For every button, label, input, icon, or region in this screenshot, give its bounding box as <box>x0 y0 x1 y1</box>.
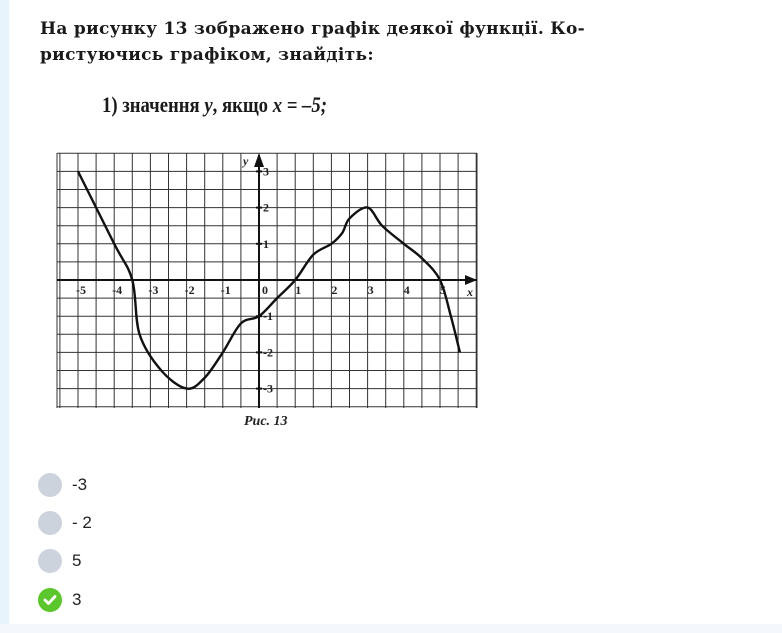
x-tick-label: 0 <box>262 283 268 297</box>
check-icon[interactable] <box>38 588 62 612</box>
x-axis-label: x <box>466 285 473 299</box>
sub-prefix: 1) значення <box>102 92 205 117</box>
option-label: - 2 <box>72 513 92 532</box>
y-axis-label: y <box>241 154 249 168</box>
x-tick-label: 1 <box>295 283 301 297</box>
left-border <box>0 0 9 633</box>
y-axis-arrow <box>254 153 264 167</box>
x-tick-label: -4 <box>112 283 122 297</box>
option-label: 3 <box>72 590 82 609</box>
sub-question: 1) значення y, якщо x = –5; <box>102 92 327 118</box>
option-2[interactable]: - 2 <box>38 510 92 536</box>
x-tick-label: 2 <box>331 283 337 297</box>
bottom-border <box>0 624 782 633</box>
y-tick-label: 3 <box>263 164 269 178</box>
sub-var: y <box>204 92 213 117</box>
question-line-2: ристуючись графіком, знайдіть: <box>40 45 374 65</box>
radio-icon[interactable] <box>38 473 62 497</box>
y-tick-label: 2 <box>263 201 269 215</box>
sub-middle: , якщо <box>212 92 273 117</box>
option-label: 5 <box>72 551 82 570</box>
x-tick-label: 3 <box>368 283 374 297</box>
sub-expr: x = –5; <box>272 92 327 117</box>
x-tick-label: -1 <box>221 283 231 297</box>
option-1[interactable]: -3 <box>38 472 87 498</box>
y-tick-label: -3 <box>263 382 273 396</box>
x-tick-label: -3 <box>148 283 158 297</box>
option-label: -3 <box>72 475 88 494</box>
x-tick-label: -5 <box>76 283 86 297</box>
x-tick-label: 4 <box>404 283 410 297</box>
question-text: На рисунку 13 зображено графік деякої фу… <box>40 16 585 68</box>
option-4[interactable]: 3 <box>38 587 81 613</box>
option-3[interactable]: 5 <box>38 548 81 574</box>
figure-caption: Рис. 13 <box>244 414 288 429</box>
radio-icon[interactable] <box>38 549 62 573</box>
x-tick-label: -2 <box>185 283 195 297</box>
x-axis-arrow <box>465 275 477 285</box>
y-tick-label: -2 <box>263 345 273 359</box>
question-line-1: На рисунку 13 зображено графік деякої фу… <box>40 19 586 39</box>
y-tick-label: -1 <box>263 309 273 323</box>
function-curve <box>76 170 462 390</box>
radio-icon[interactable] <box>38 511 62 535</box>
y-tick-label: 1 <box>263 237 269 251</box>
